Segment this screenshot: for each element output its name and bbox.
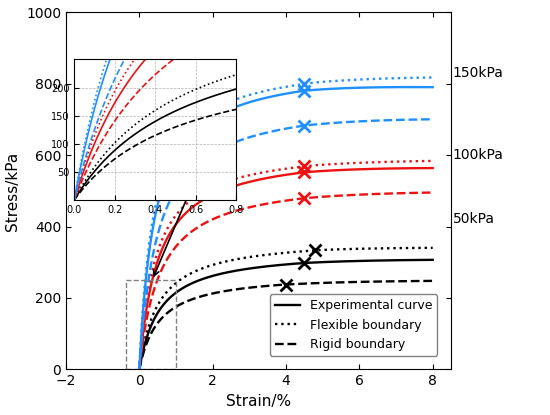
Y-axis label: Stress/kPa: Stress/kPa bbox=[6, 151, 20, 230]
X-axis label: Strain/%: Strain/% bbox=[226, 394, 291, 409]
Text: 100kPa: 100kPa bbox=[453, 148, 504, 162]
Text: 50kPa: 50kPa bbox=[453, 212, 495, 227]
Legend: Experimental curve, Flexible boundary, Rigid boundary: Experimental curve, Flexible boundary, R… bbox=[270, 295, 437, 356]
Text: 150kPa: 150kPa bbox=[453, 66, 504, 80]
